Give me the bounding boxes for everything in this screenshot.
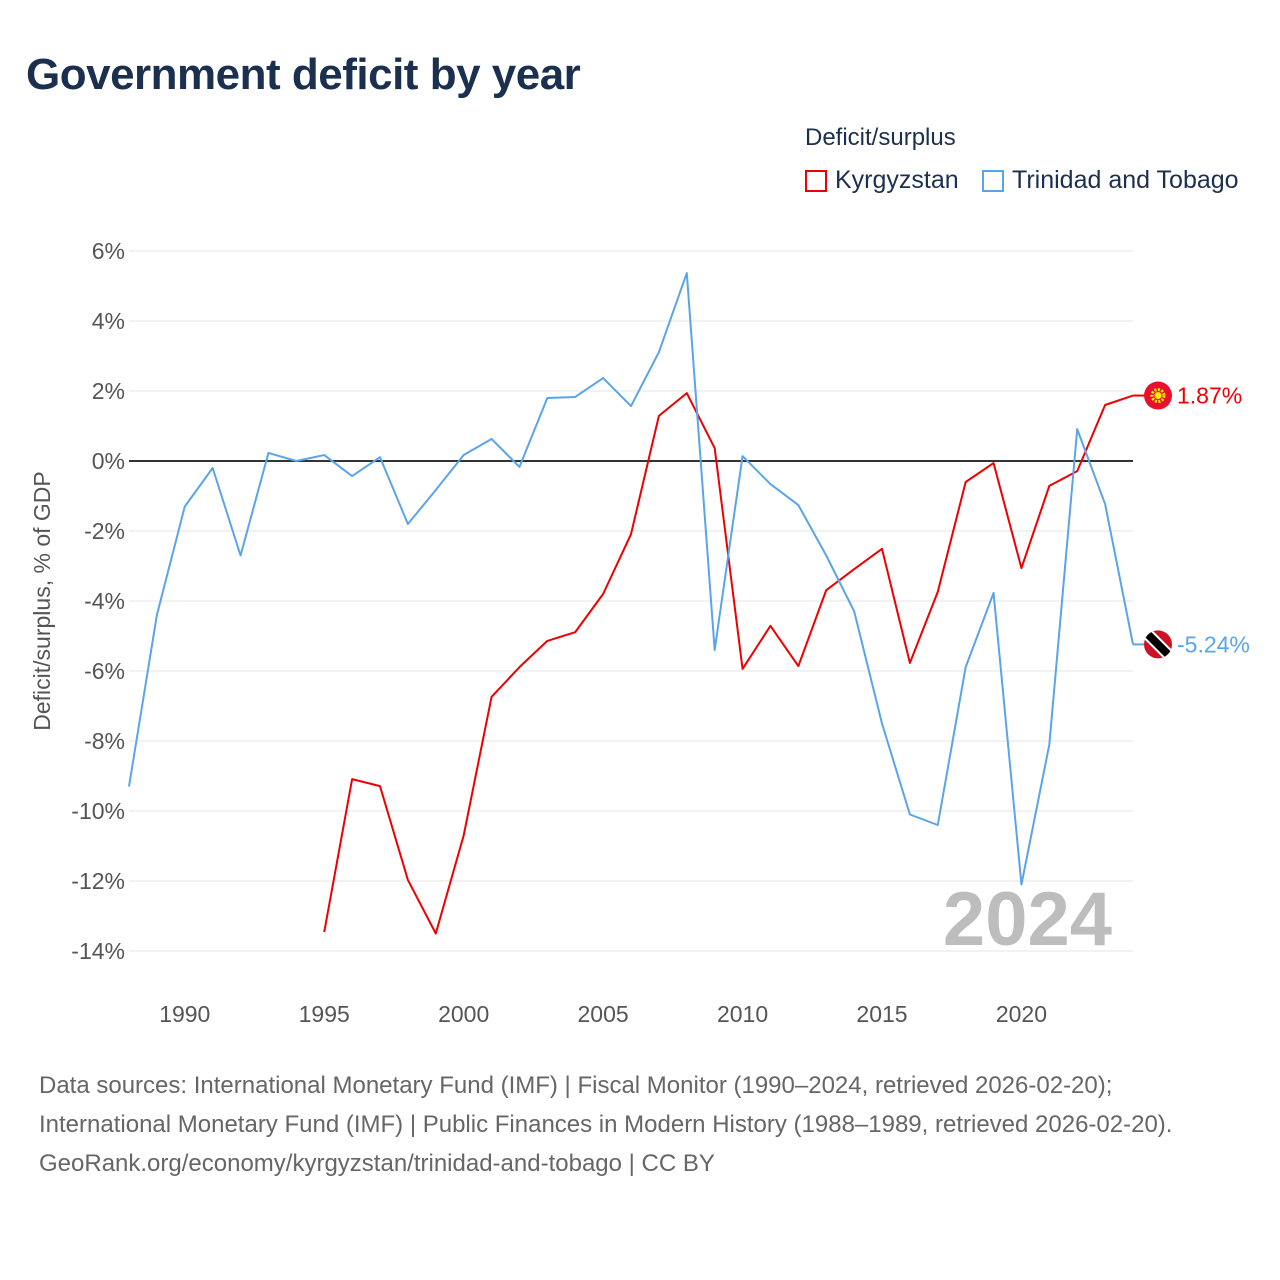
kyrgyzstan-flag-icon bbox=[1144, 381, 1172, 410]
y-tick-label: -12% bbox=[71, 868, 125, 894]
source-link[interactable]: GeoRank.org/economy/kyrgyzstan/trinidad-… bbox=[39, 1150, 715, 1177]
footer: Data sources: International Monetary Fun… bbox=[39, 1066, 1239, 1183]
y-tick-label: 6% bbox=[92, 238, 125, 264]
y-tick-label: 2% bbox=[92, 378, 125, 404]
legend-item-kyrgyzstan[interactable]: Kyrgyzstan bbox=[805, 166, 959, 195]
legend-swatch bbox=[982, 169, 1004, 192]
flag-black-stripe bbox=[1144, 630, 1172, 659]
legend-label: Trinidad and Tobago bbox=[1012, 166, 1239, 194]
y-tick-label: -2% bbox=[84, 518, 125, 544]
y-tick-label: -4% bbox=[84, 588, 125, 614]
series-line-trinidad bbox=[128, 272, 1134, 886]
x-tick-label: 1995 bbox=[299, 1001, 350, 1027]
y-tick-label: -8% bbox=[84, 728, 125, 754]
x-tick-label: 2010 bbox=[717, 1001, 768, 1027]
x-tick-label: 2005 bbox=[578, 1001, 629, 1027]
legend-item-trinidad[interactable]: Trinidad and Tobago bbox=[982, 166, 1239, 195]
x-tick-label: 2000 bbox=[438, 1001, 489, 1027]
flag-sun bbox=[1154, 392, 1162, 400]
y-axis-label: Deficit/surplus, % of GDP bbox=[29, 471, 55, 730]
flag-sun-rays bbox=[1150, 388, 1166, 404]
y-tick-label: -6% bbox=[84, 658, 125, 684]
series-line-kyrgyzstan bbox=[323, 392, 1134, 935]
chart-title: Government deficit by year bbox=[26, 50, 581, 99]
trinidad-flag-icon bbox=[1144, 630, 1172, 659]
legend-swatch bbox=[805, 169, 827, 192]
end-value-label: -5.24% bbox=[1177, 631, 1250, 657]
y-tick-label: -10% bbox=[71, 798, 125, 824]
x-tick-label: 2020 bbox=[996, 1001, 1047, 1027]
x-tick-label: 1990 bbox=[159, 1001, 210, 1027]
data-sources: Data sources: International Monetary Fun… bbox=[39, 1072, 1173, 1138]
x-tick-label: 2015 bbox=[856, 1001, 907, 1027]
flag-stripes bbox=[1144, 630, 1172, 659]
year-watermark: 2024 bbox=[943, 877, 1112, 962]
y-tick-label: 4% bbox=[92, 308, 125, 334]
y-tick-label: -14% bbox=[71, 938, 125, 964]
legend-title: Deficit/surplus bbox=[805, 124, 956, 151]
y-tick-label: 0% bbox=[92, 448, 125, 474]
legend-label: Kyrgyzstan bbox=[835, 166, 959, 194]
end-value-label: 1.87% bbox=[1177, 383, 1242, 409]
